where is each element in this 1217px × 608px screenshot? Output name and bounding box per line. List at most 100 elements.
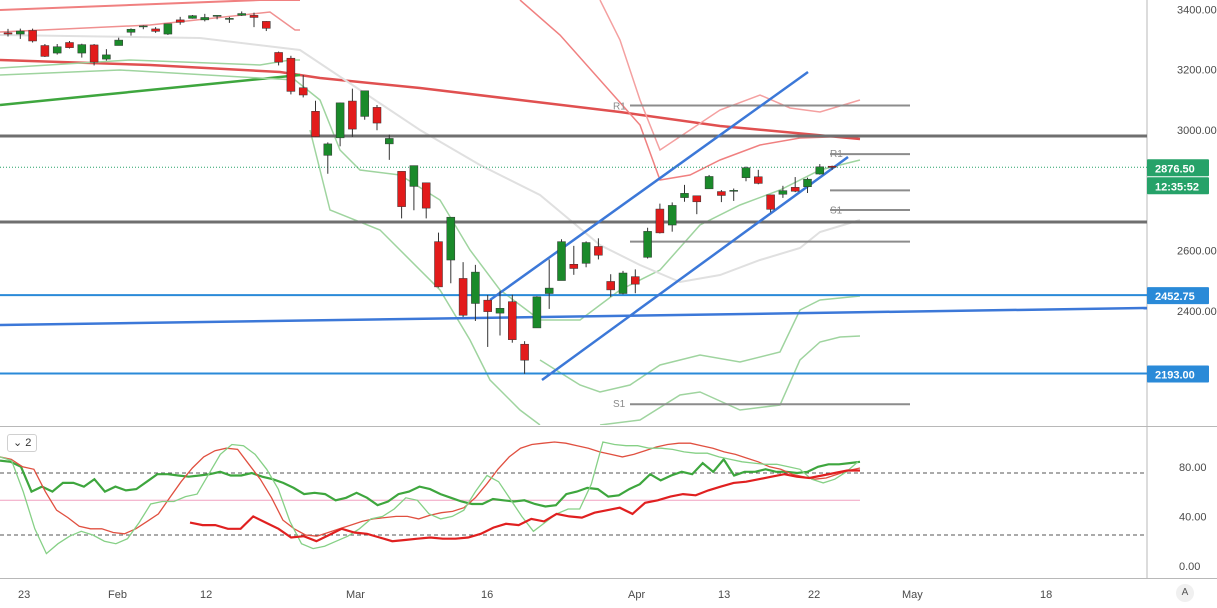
candle-body bbox=[827, 165, 837, 168]
price-tag bbox=[1147, 159, 1209, 177]
candle-body bbox=[421, 182, 431, 209]
oscillator-series-line bbox=[0, 441, 859, 555]
candle-body bbox=[372, 107, 382, 124]
upper-band-outer bbox=[0, 0, 300, 11]
candle-body bbox=[151, 28, 160, 32]
candle-body bbox=[618, 272, 628, 294]
middle-band bbox=[0, 34, 861, 284]
oscillator-pane bbox=[0, 441, 1147, 555]
candle-body bbox=[323, 143, 333, 156]
time-axis-label: Apr bbox=[628, 589, 645, 601]
candle-body bbox=[298, 87, 308, 96]
channel-upper-line bbox=[489, 70, 809, 302]
candle-body bbox=[188, 15, 197, 19]
channel-lower-line bbox=[541, 155, 849, 382]
candle-body bbox=[77, 44, 87, 54]
candle-body bbox=[52, 46, 62, 54]
candle-body bbox=[508, 301, 517, 340]
price-tag bbox=[1147, 365, 1209, 383]
candle-body bbox=[483, 299, 492, 312]
oscillator-series-line bbox=[0, 457, 861, 508]
candle-body bbox=[594, 246, 603, 256]
lower-band-5 bbox=[599, 335, 861, 425]
price-tick-label: 3200.00 bbox=[1177, 65, 1217, 77]
pivot-label: R1 bbox=[613, 102, 626, 113]
candle-body bbox=[225, 18, 234, 20]
price-tag-label: 2193.00 bbox=[1155, 369, 1195, 381]
price-tag bbox=[1147, 177, 1209, 195]
candle-body bbox=[274, 52, 283, 63]
candle-body bbox=[139, 25, 148, 28]
candle-body bbox=[643, 231, 652, 258]
candle-body bbox=[249, 15, 259, 18]
candle-body bbox=[28, 30, 37, 42]
candle-body bbox=[16, 30, 25, 35]
time-axis-label: May bbox=[902, 589, 923, 601]
candle-body bbox=[65, 42, 74, 48]
candle-body bbox=[569, 264, 579, 269]
candle-body bbox=[286, 57, 296, 92]
price-tag-label: 12:35:52 bbox=[1155, 181, 1199, 193]
price-tag bbox=[1147, 287, 1209, 305]
time-axis-label: 18 bbox=[1040, 589, 1052, 601]
candle-body bbox=[717, 191, 726, 196]
candle-body bbox=[544, 287, 554, 294]
oscillator-series-line bbox=[189, 469, 860, 543]
candle-body bbox=[458, 278, 468, 316]
candle-body bbox=[667, 205, 677, 226]
collapse-pane-button[interactable]: ⌄ 2 bbox=[7, 434, 38, 452]
candle-body bbox=[631, 276, 640, 285]
candle-body bbox=[446, 216, 456, 261]
price-tag-label: 2876.50 bbox=[1155, 163, 1195, 175]
price-pane bbox=[0, 0, 1147, 425]
candle-body bbox=[102, 54, 111, 60]
candle-body bbox=[3, 32, 13, 35]
time-axis-label: 23 bbox=[18, 589, 30, 601]
candle-body bbox=[212, 15, 222, 17]
candle-body bbox=[692, 195, 702, 203]
long-trendline bbox=[0, 306, 1147, 327]
time-axis-label: Feb bbox=[108, 589, 127, 601]
candle-body bbox=[89, 44, 99, 63]
candle-body bbox=[175, 19, 185, 23]
lower-band-3 bbox=[309, 129, 541, 425]
upper-band-right-2 bbox=[599, 0, 861, 152]
candle-body bbox=[200, 17, 210, 21]
candle-body bbox=[237, 13, 246, 16]
candle-body bbox=[471, 271, 480, 304]
time-axis-label: 22 bbox=[808, 589, 820, 601]
candle-body bbox=[126, 28, 136, 33]
candle-body bbox=[766, 194, 775, 210]
candle-body bbox=[434, 241, 443, 288]
price-tick-label: 3000.00 bbox=[1177, 125, 1217, 137]
candle-body bbox=[803, 178, 812, 187]
price-tick-label: 3400.00 bbox=[1177, 4, 1217, 16]
upper-band-inner bbox=[0, 11, 300, 33]
oscillator-tick-label: 80.00 bbox=[1179, 462, 1207, 474]
lower-band-1 bbox=[0, 69, 861, 321]
pivot-label: S1 bbox=[613, 399, 626, 410]
time-axis-label: Mar bbox=[346, 589, 365, 601]
price-tick-label: 2600.00 bbox=[1177, 246, 1217, 258]
candle-body bbox=[680, 193, 689, 198]
oscillator-tick-label: 40.00 bbox=[1179, 511, 1207, 523]
candle-body bbox=[557, 241, 566, 281]
candle-body bbox=[409, 165, 419, 187]
candle-body bbox=[163, 23, 173, 35]
pivot-label: R1 bbox=[830, 149, 843, 160]
candle-body bbox=[262, 21, 271, 29]
time-axis-label: 16 bbox=[481, 589, 493, 601]
oscillator-series-line bbox=[0, 441, 861, 537]
candle-body bbox=[114, 39, 123, 46]
candle-body bbox=[311, 111, 320, 137]
candle-body bbox=[397, 171, 406, 207]
time-axis-label: 12 bbox=[200, 589, 212, 601]
lower-band-4 bbox=[539, 295, 861, 393]
candle-body bbox=[754, 176, 763, 184]
time-axis-label: 13 bbox=[718, 589, 730, 601]
auto-scale-button[interactable]: A bbox=[1176, 584, 1194, 602]
price-tag-label: 2452.75 bbox=[1155, 291, 1195, 303]
upper-band-right bbox=[519, 0, 861, 181]
